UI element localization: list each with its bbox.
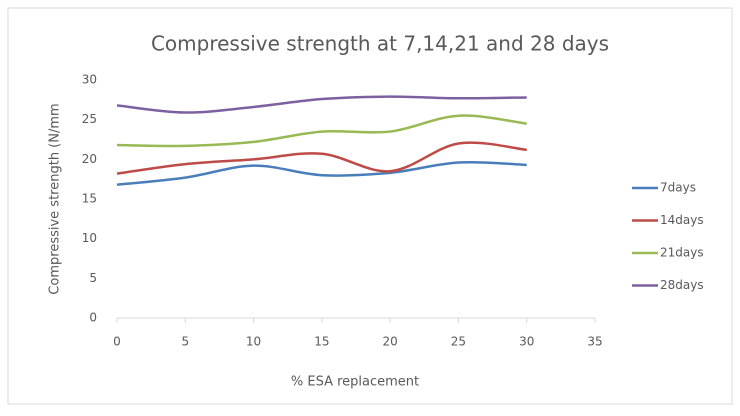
x-tick-label: 20 [383,335,398,349]
y-tick-label: 25 [82,112,97,126]
x-tick-label: 10 [246,335,261,349]
y-tick-label: 20 [82,152,97,166]
y-tick-label: 0 [89,311,97,325]
x-tick-label: 25 [451,335,466,349]
x-tick-label: 35 [587,335,602,349]
chart-frame [7,7,733,405]
y-tick-label: 5 [89,271,97,285]
line-series [116,95,527,114]
x-axis-label: % ESA replacement [291,375,419,390]
legend-label: 7days [660,181,696,195]
line-series [116,114,527,148]
line-series [116,160,527,186]
x-tick-label: 30 [519,335,534,349]
x-tick-label: 0 [113,335,121,349]
line-series [116,141,527,175]
y-axis-label: Compressive strength (N/mm [48,103,63,294]
legend-label: 14days [660,213,704,227]
x-tick-label: 15 [314,335,329,349]
y-tick-label: 30 [82,73,97,87]
y-tick-label: 10 [82,231,97,245]
chart-title: Compressive strength at 7,14,21 and 28 d… [151,32,609,56]
legend-label: 21days [660,246,704,260]
y-tick-label: 15 [82,192,97,206]
x-tick-label: 5 [181,335,189,349]
legend-label: 28days [660,278,704,292]
